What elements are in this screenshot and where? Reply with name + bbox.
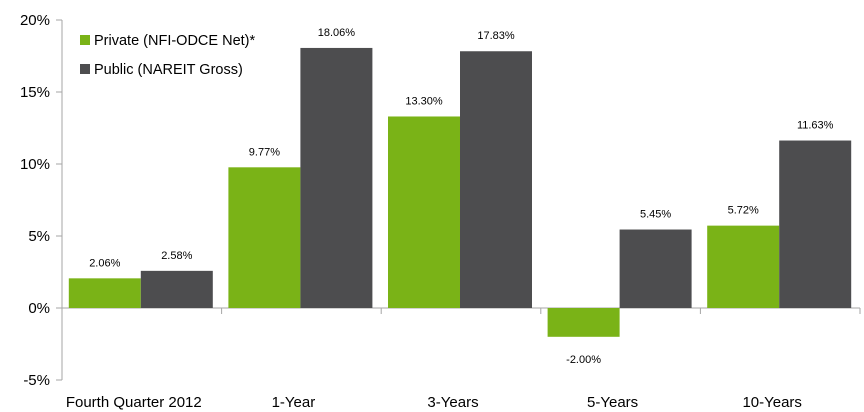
bar: [619, 229, 692, 308]
y-tick-label: 0%: [28, 300, 50, 317]
bar: [707, 225, 780, 308]
legend-swatch: [80, 35, 90, 45]
legend-swatch: [80, 64, 90, 74]
bars: [68, 47, 852, 337]
data-label: 5.72%: [728, 205, 759, 217]
data-label: -2.00%: [566, 354, 601, 366]
bar: [228, 167, 301, 308]
bar: [779, 140, 852, 308]
data-label: 2.58%: [161, 250, 192, 262]
bar: [460, 51, 532, 309]
legend-label: Private (NFI-ODCE Net)*: [94, 33, 255, 49]
data-label: 2.06%: [89, 257, 120, 269]
x-category-label: 3-Years: [427, 394, 478, 411]
data-labels: 2.06% 2.58% 9.77% 18.06% 13.30% 17.83% -2.00% 5…: [89, 27, 833, 366]
data-label: 9.77%: [249, 146, 280, 158]
bar: [68, 278, 141, 308]
legend: Private (NFI-ODCE Net)* Public (NAREIT Gr…: [80, 33, 255, 78]
y-tick-label: 15%: [20, 84, 50, 101]
data-label: 13.30%: [405, 95, 443, 107]
x-category-label: 5-Years: [587, 394, 638, 411]
y-tick-label: 20%: [20, 12, 50, 29]
y-tick-label: 10%: [20, 156, 50, 173]
data-label: 5.45%: [640, 209, 671, 221]
bar: [547, 308, 620, 337]
bar: [140, 270, 213, 308]
x-category-label: 10-Years: [742, 394, 802, 411]
bar: [388, 116, 460, 308]
data-label: 11.63%: [797, 120, 834, 132]
data-label: 18.06%: [318, 27, 356, 39]
bar: [300, 47, 373, 308]
data-label: 17.83%: [477, 30, 515, 42]
legend-label: Public (NAREIT Gross): [94, 62, 243, 78]
x-category-label: 1-Year: [272, 394, 316, 411]
y-tick-label: 5%: [28, 228, 50, 245]
y-tick-label: -5%: [23, 372, 50, 389]
x-category-label: Fourth Quarter 2012: [66, 394, 202, 411]
